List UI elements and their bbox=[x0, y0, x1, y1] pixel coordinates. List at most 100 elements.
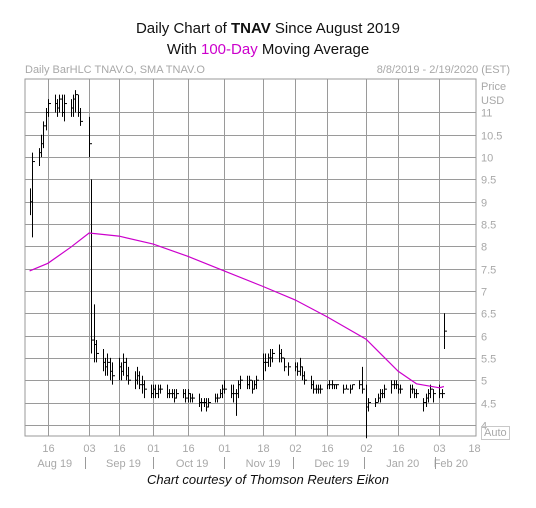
x-tick-label: 16 bbox=[321, 443, 333, 455]
x-tick-label: 16 bbox=[113, 443, 125, 455]
price-bar bbox=[139, 371, 142, 390]
price-bar bbox=[400, 384, 403, 394]
price-bar bbox=[75, 90, 78, 113]
price-bar bbox=[64, 94, 67, 122]
ticker-symbol: TNAV bbox=[231, 20, 271, 37]
x-tick-label: 16 bbox=[182, 443, 194, 455]
price-bar bbox=[233, 384, 236, 403]
price-bar bbox=[352, 384, 355, 390]
price-bar bbox=[96, 340, 99, 363]
price-bar bbox=[91, 179, 94, 354]
x-month-label: Nov 19 bbox=[246, 458, 281, 470]
price-bar bbox=[217, 393, 220, 403]
y-tick-label: 10.5 bbox=[481, 131, 502, 143]
price-bar bbox=[107, 353, 110, 376]
x-tick-label: 01 bbox=[147, 443, 159, 455]
y-tick-label: 4.5 bbox=[481, 399, 496, 411]
price-bar bbox=[384, 384, 387, 399]
price-bar bbox=[336, 384, 339, 390]
price-bar bbox=[185, 389, 188, 403]
moving-average-label: 100-Day bbox=[201, 41, 258, 58]
price-bar bbox=[128, 366, 131, 385]
price-bar bbox=[313, 380, 316, 394]
price-bar bbox=[281, 348, 284, 363]
x-month-label: Dec 19 bbox=[314, 458, 349, 470]
x-month-label: Sep 19 bbox=[106, 458, 141, 470]
sma-100-day-line bbox=[29, 232, 445, 389]
price-bar bbox=[265, 353, 268, 372]
y-tick-label: 7.5 bbox=[481, 265, 496, 277]
x-tick-label: 03 bbox=[83, 443, 95, 455]
price-bar bbox=[155, 384, 158, 399]
y-tick-label: 10 bbox=[481, 153, 493, 165]
price-bar bbox=[169, 389, 172, 399]
price-bar bbox=[89, 116, 92, 158]
price-bar bbox=[416, 389, 419, 399]
price-bar bbox=[112, 362, 115, 385]
y-tick-label: 6 bbox=[481, 332, 487, 344]
plot-frame bbox=[24, 78, 477, 437]
price-bar bbox=[423, 398, 426, 412]
auto-scale-button[interactable]: Auto bbox=[481, 426, 510, 440]
sma-line bbox=[29, 232, 445, 389]
price-bar bbox=[288, 362, 291, 376]
price-bar bbox=[123, 353, 126, 376]
y-axis-currency-label: USD bbox=[481, 95, 505, 107]
price-bar bbox=[439, 384, 442, 399]
price-bar bbox=[176, 389, 179, 399]
price-bar bbox=[48, 99, 51, 117]
chart-series-header: Daily BarHLC TNAV.O, SMA TNAV.O bbox=[25, 64, 205, 76]
x-tick-label: 16 bbox=[42, 443, 54, 455]
price-bar bbox=[144, 380, 147, 399]
price-bar bbox=[208, 398, 211, 407]
x-tick-label: 02 bbox=[360, 443, 372, 455]
y-tick-label: 9.5 bbox=[481, 175, 496, 187]
price-bars bbox=[30, 90, 447, 439]
price-bar bbox=[391, 380, 394, 394]
price-bar bbox=[59, 94, 62, 113]
x-month-label: Feb 20 bbox=[434, 458, 468, 470]
x-month-label: Oct 19 bbox=[176, 458, 208, 470]
price-bar bbox=[442, 389, 445, 399]
price-bar bbox=[362, 366, 365, 394]
x-tick-label: 02 bbox=[289, 443, 301, 455]
price-bar bbox=[444, 313, 447, 349]
price-bar bbox=[32, 152, 35, 238]
price-bar bbox=[240, 375, 243, 390]
chart-grid bbox=[24, 78, 477, 437]
chart-date-range: 8/8/2019 - 2/19/2020 (EST) bbox=[376, 64, 510, 76]
price-bar bbox=[43, 121, 46, 149]
price-bar bbox=[375, 398, 378, 407]
x-tick-label: 18 bbox=[257, 443, 269, 455]
chart-title-line2: With 100-Day Moving Average bbox=[166, 41, 370, 58]
price-bar bbox=[256, 375, 259, 390]
price-bar bbox=[224, 380, 227, 394]
chart-title-line1: Daily Chart of TNAV Since August 2019 bbox=[135, 20, 401, 37]
price-bar bbox=[201, 398, 204, 412]
x-month-label: Aug 19 bbox=[37, 458, 72, 470]
price-bar bbox=[160, 384, 163, 394]
chart-credit: Chart courtesy of Thomson Reuters Eikon bbox=[146, 472, 390, 487]
price-bar bbox=[346, 384, 349, 390]
y-tick-label: 5.5 bbox=[481, 354, 496, 366]
x-month-label: Jan 20 bbox=[386, 458, 419, 470]
price-bar bbox=[359, 380, 362, 390]
x-tick-label: 16 bbox=[392, 443, 404, 455]
y-tick-label: 5 bbox=[481, 376, 487, 388]
y-tick-label: 6.5 bbox=[481, 309, 496, 321]
y-tick-label: 8 bbox=[481, 242, 487, 254]
x-axis-ticks: 16 03 16 01 16 01 18 02 16 02 16 03 18 Aug 19 Sep 19 Oc… bbox=[37, 443, 480, 470]
y-tick-label: 11 bbox=[481, 108, 492, 120]
price-bar bbox=[320, 384, 323, 394]
price-bar bbox=[80, 108, 83, 126]
y-tick-label: 7 bbox=[481, 287, 487, 299]
x-tick-label: 18 bbox=[468, 443, 480, 455]
x-tick-label: 01 bbox=[218, 443, 230, 455]
y-tick-label: 9 bbox=[481, 198, 487, 210]
price-bar bbox=[284, 357, 287, 372]
price-bar bbox=[192, 393, 195, 403]
price-bar bbox=[343, 384, 346, 394]
price-bar bbox=[304, 371, 307, 385]
